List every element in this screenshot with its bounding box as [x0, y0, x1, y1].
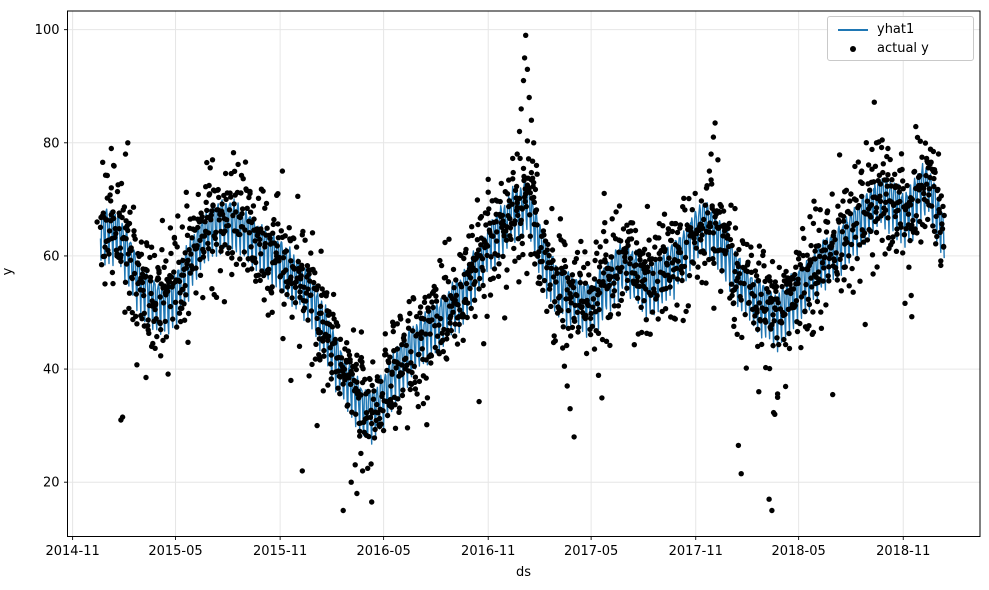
legend-label-yhat1: yhat1: [877, 22, 915, 37]
x-tick-label: 2017-11: [669, 544, 723, 559]
x-axis-label: ds: [515, 565, 532, 580]
legend-label-actual-y: actual y: [877, 41, 929, 56]
y-tick-label: 100: [35, 23, 60, 38]
x-tick-label: 2018-05: [771, 544, 825, 559]
tick-marks: [64, 29, 904, 540]
y-tick-label: 40: [43, 363, 60, 378]
legend: yhat1 actual y: [827, 16, 974, 61]
axes-spines: [67, 10, 981, 537]
x-tick-label: 2014-11: [45, 544, 99, 559]
legend-item-actual-y: actual y: [828, 39, 973, 58]
x-tick-label: 2015-05: [148, 544, 202, 559]
y-axis-label: y: [0, 267, 16, 276]
y-tick-label: 80: [43, 136, 60, 151]
legend-dot-sample: [850, 45, 856, 52]
legend-line-sample: [838, 28, 868, 31]
legend-marker: [838, 45, 868, 52]
x-tick-label: 2018-11: [876, 544, 930, 559]
gridlines: [67, 11, 980, 537]
x-tick-label: 2016-11: [461, 544, 515, 559]
actual-points: [94, 32, 947, 514]
y-tick-label: 60: [43, 249, 60, 264]
tick-labels: 2014-11 2015-05 2015-11 2016-05 2016-11 2017-…: [35, 23, 931, 559]
x-tick-label: 2015-11: [253, 544, 307, 559]
x-tick-label: 2016-05: [356, 544, 410, 559]
legend-item-yhat1: yhat1: [828, 20, 973, 39]
y-tick-label: 20: [43, 476, 60, 491]
x-tick-label: 2017-05: [564, 544, 618, 559]
legend-marker: [838, 28, 868, 31]
